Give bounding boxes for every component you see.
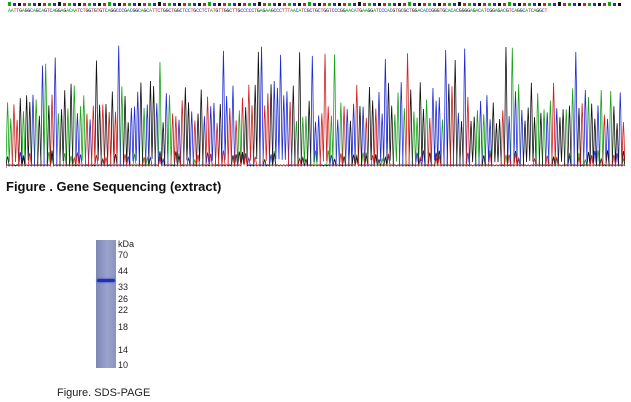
trace-g — [6, 47, 625, 168]
marker-unit-label: kDa — [118, 239, 135, 249]
marker-label: 10 — [118, 360, 129, 370]
marker-label: 14 — [118, 345, 129, 355]
sds-page-caption: Figure. SDS-PAGE — [57, 387, 151, 399]
sequencing-caption: Figure . Gene Sequencing (extract) — [6, 179, 222, 194]
gel-lane — [96, 240, 116, 368]
marker-label: 44 — [118, 266, 129, 276]
trace-t — [6, 53, 625, 168]
marker-label: 33 — [118, 282, 129, 292]
base-position-ruler — [8, 2, 621, 6]
marker-label: 70 — [118, 250, 129, 260]
chromatogram-trace — [6, 45, 625, 168]
marker-label: 22 — [118, 305, 129, 315]
base-call-sequence: AATTGAGGCAGCAGTCAGGAGACAATCTGGTGTGTCAGGC… — [8, 8, 548, 14]
marker-label: 26 — [118, 294, 129, 304]
marker-label: 18 — [118, 322, 129, 332]
sequencing-panel: AATTGAGGCAGCAGTCAGGAGACAATCTGGTGTGTCAGGC… — [0, 0, 631, 170]
protein-band — [97, 279, 115, 282]
